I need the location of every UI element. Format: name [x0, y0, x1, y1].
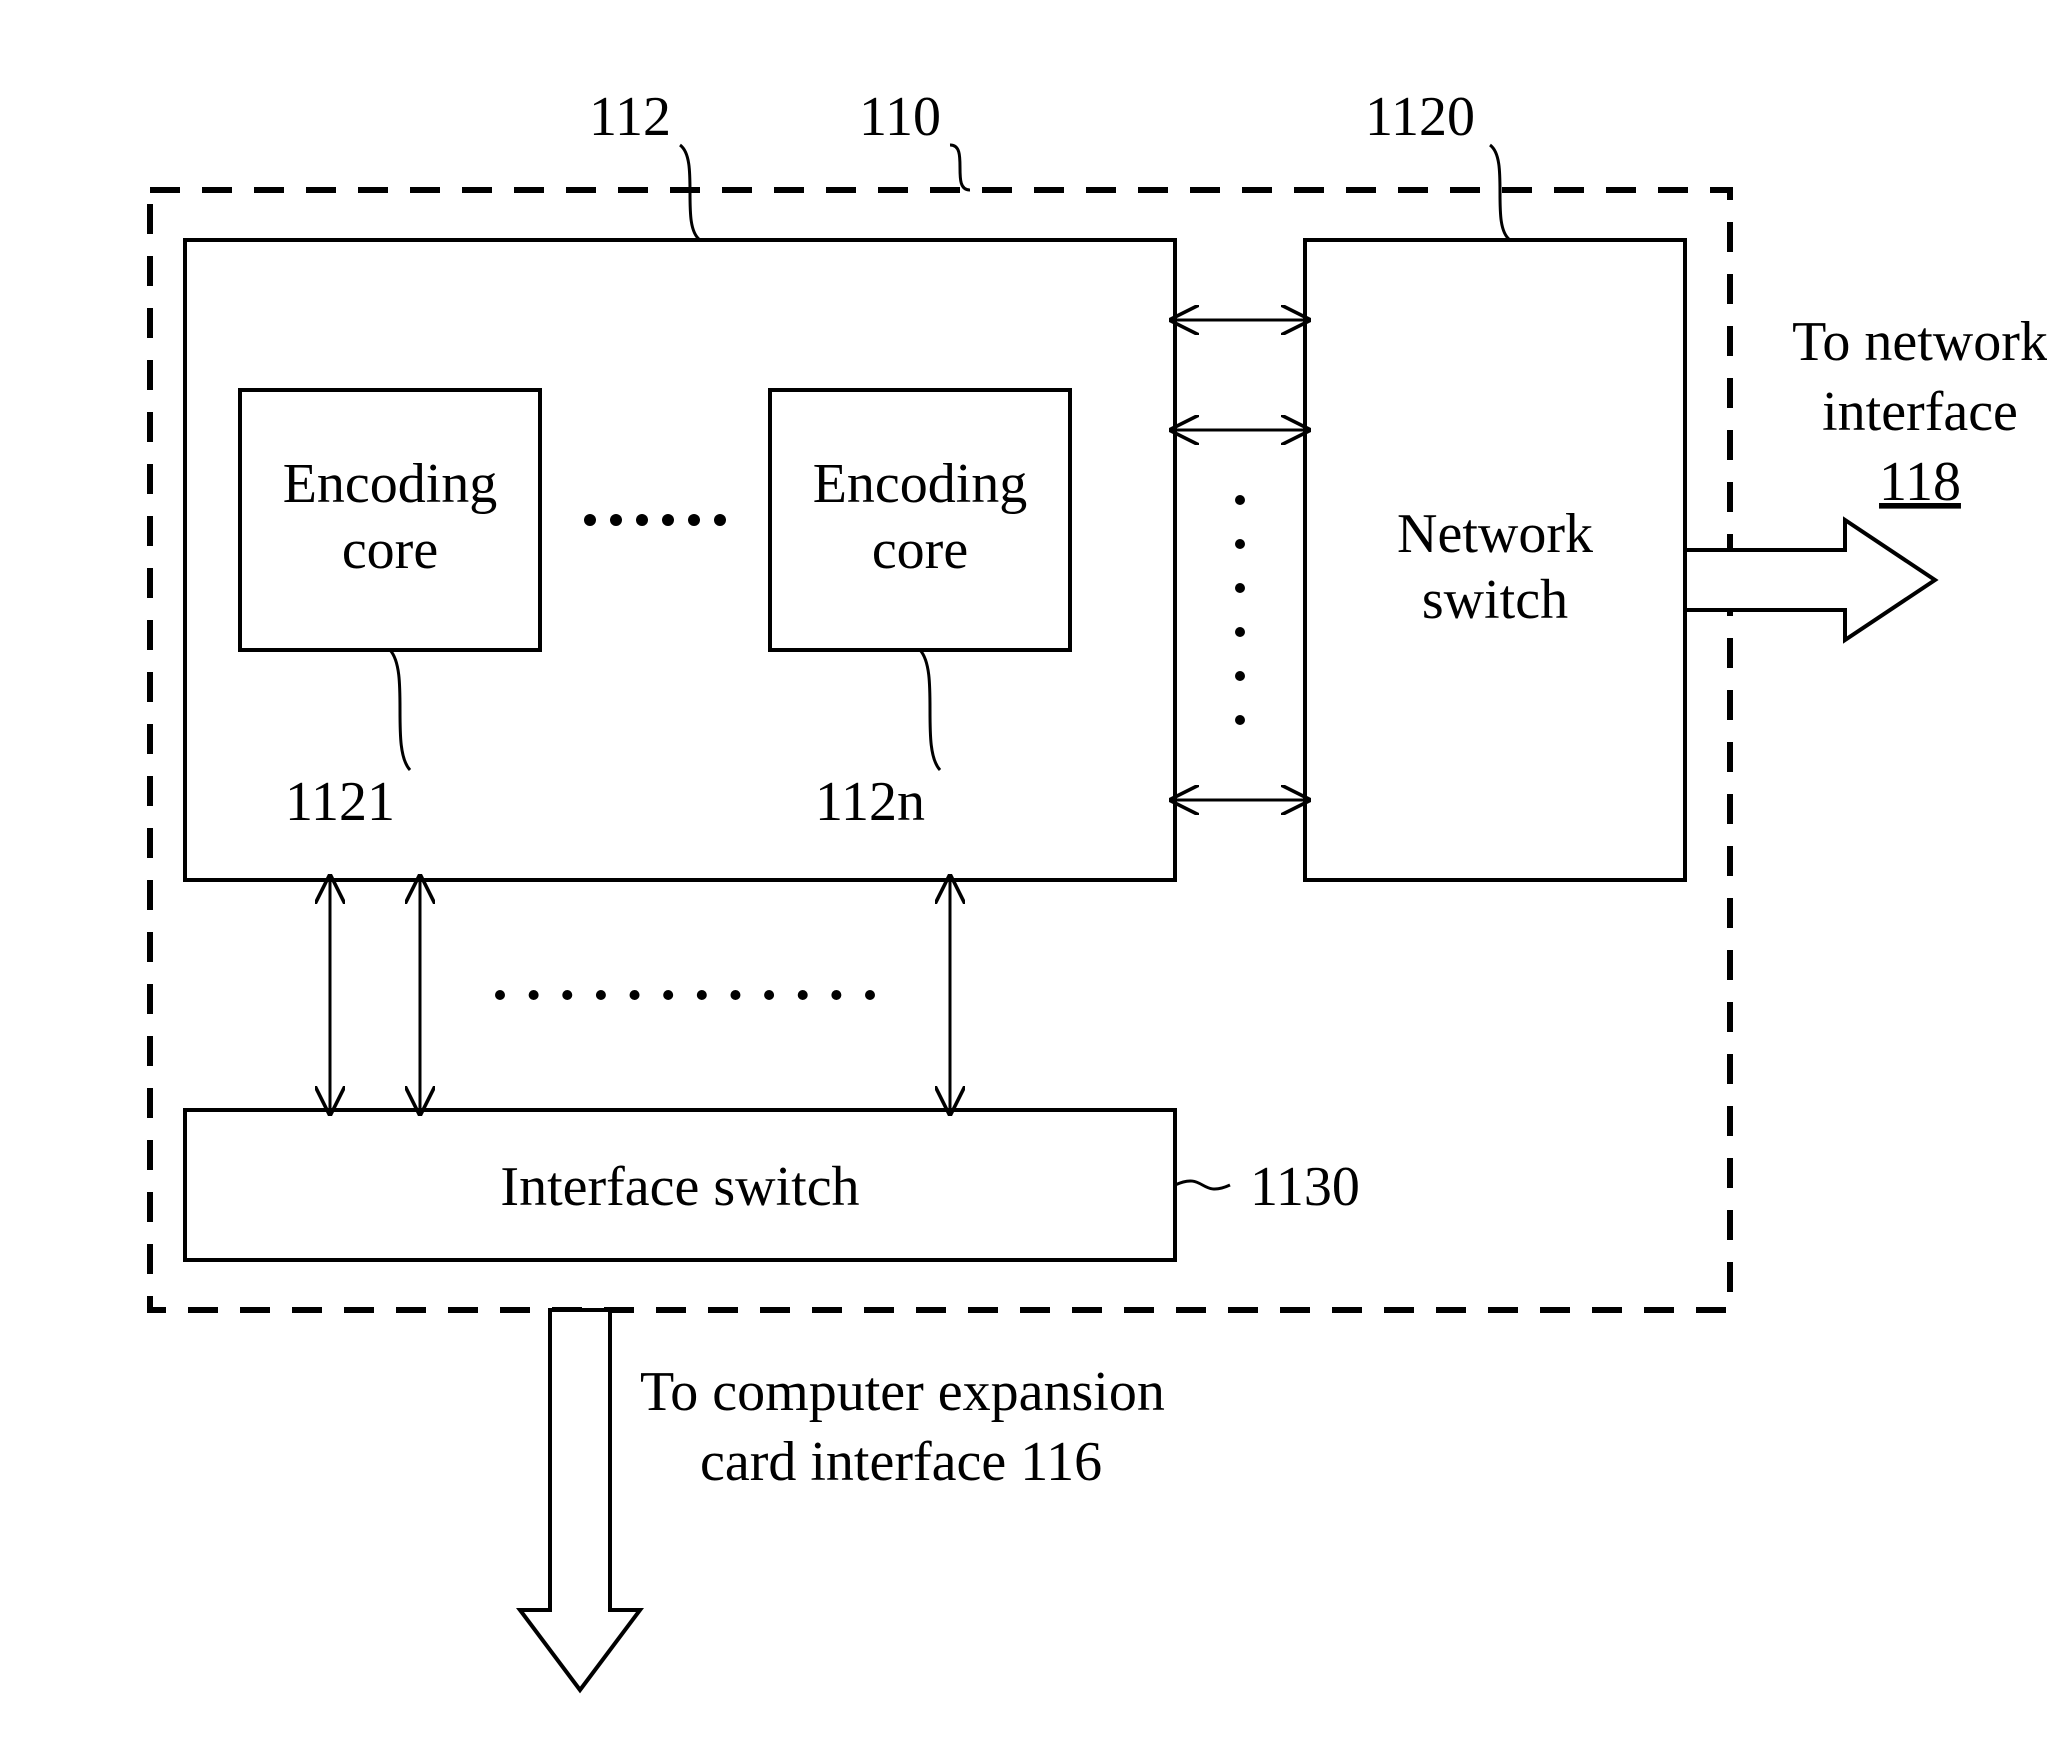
leader-1130: [1175, 1181, 1230, 1189]
network-switch-label-2: switch: [1422, 569, 1568, 631]
hdot-varrows: [596, 990, 606, 1000]
net-out-label-1: To network: [1792, 311, 2047, 373]
hdot-varrows: [663, 990, 673, 1000]
vdot: [1235, 671, 1245, 681]
big-arrow-down: [520, 1310, 640, 1690]
hdot-enc: [688, 514, 700, 526]
outer-dashed-box: [150, 190, 1730, 1310]
leader-112n: [920, 650, 940, 770]
hdot-enc: [610, 514, 622, 526]
vdot: [1235, 495, 1245, 505]
hdot-enc: [584, 514, 596, 526]
ref-112: 112: [589, 86, 671, 148]
hdot-varrows: [730, 990, 740, 1000]
hdot-varrows: [630, 990, 640, 1000]
net-out-label-3: 118: [1879, 451, 1961, 513]
encoding-core-1-label-2: core: [342, 519, 438, 581]
hdot-varrows: [764, 990, 774, 1000]
ref-110: 110: [859, 86, 941, 148]
hdot-varrows: [865, 990, 875, 1000]
vdot: [1235, 627, 1245, 637]
big-arrow-right: [1685, 520, 1935, 640]
leader-1121: [390, 650, 410, 770]
ref-1130: 1130: [1250, 1156, 1360, 1218]
hdot-varrows: [831, 990, 841, 1000]
net-out-label-2: interface: [1822, 381, 2018, 443]
encoding-core-n-label-1: Encoding: [813, 453, 1028, 515]
hdot-enc: [662, 514, 674, 526]
hdot-enc: [636, 514, 648, 526]
hdot-varrows: [495, 990, 505, 1000]
leader-110: [950, 145, 970, 190]
vdot: [1235, 583, 1245, 593]
encoding-core-1-label-1: Encoding: [283, 453, 498, 515]
ref-112n: 112n: [815, 771, 925, 833]
network-switch-label-1: Network: [1397, 503, 1593, 565]
interface-switch-label: Interface switch: [500, 1156, 859, 1218]
hdot-varrows: [562, 990, 572, 1000]
vdot: [1235, 715, 1245, 725]
hdot-enc: [714, 514, 726, 526]
comp-out-label-1: To computer expansion: [640, 1361, 1165, 1423]
hdot-varrows: [697, 990, 707, 1000]
hdot-varrows: [798, 990, 808, 1000]
ref-1120: 1120: [1365, 86, 1475, 148]
encoding-core-n-label-2: core: [872, 519, 968, 581]
hdot-varrows: [529, 990, 539, 1000]
vdot: [1235, 539, 1245, 549]
comp-out-label-2: card interface 116: [700, 1431, 1102, 1493]
ref-1121: 1121: [285, 771, 395, 833]
